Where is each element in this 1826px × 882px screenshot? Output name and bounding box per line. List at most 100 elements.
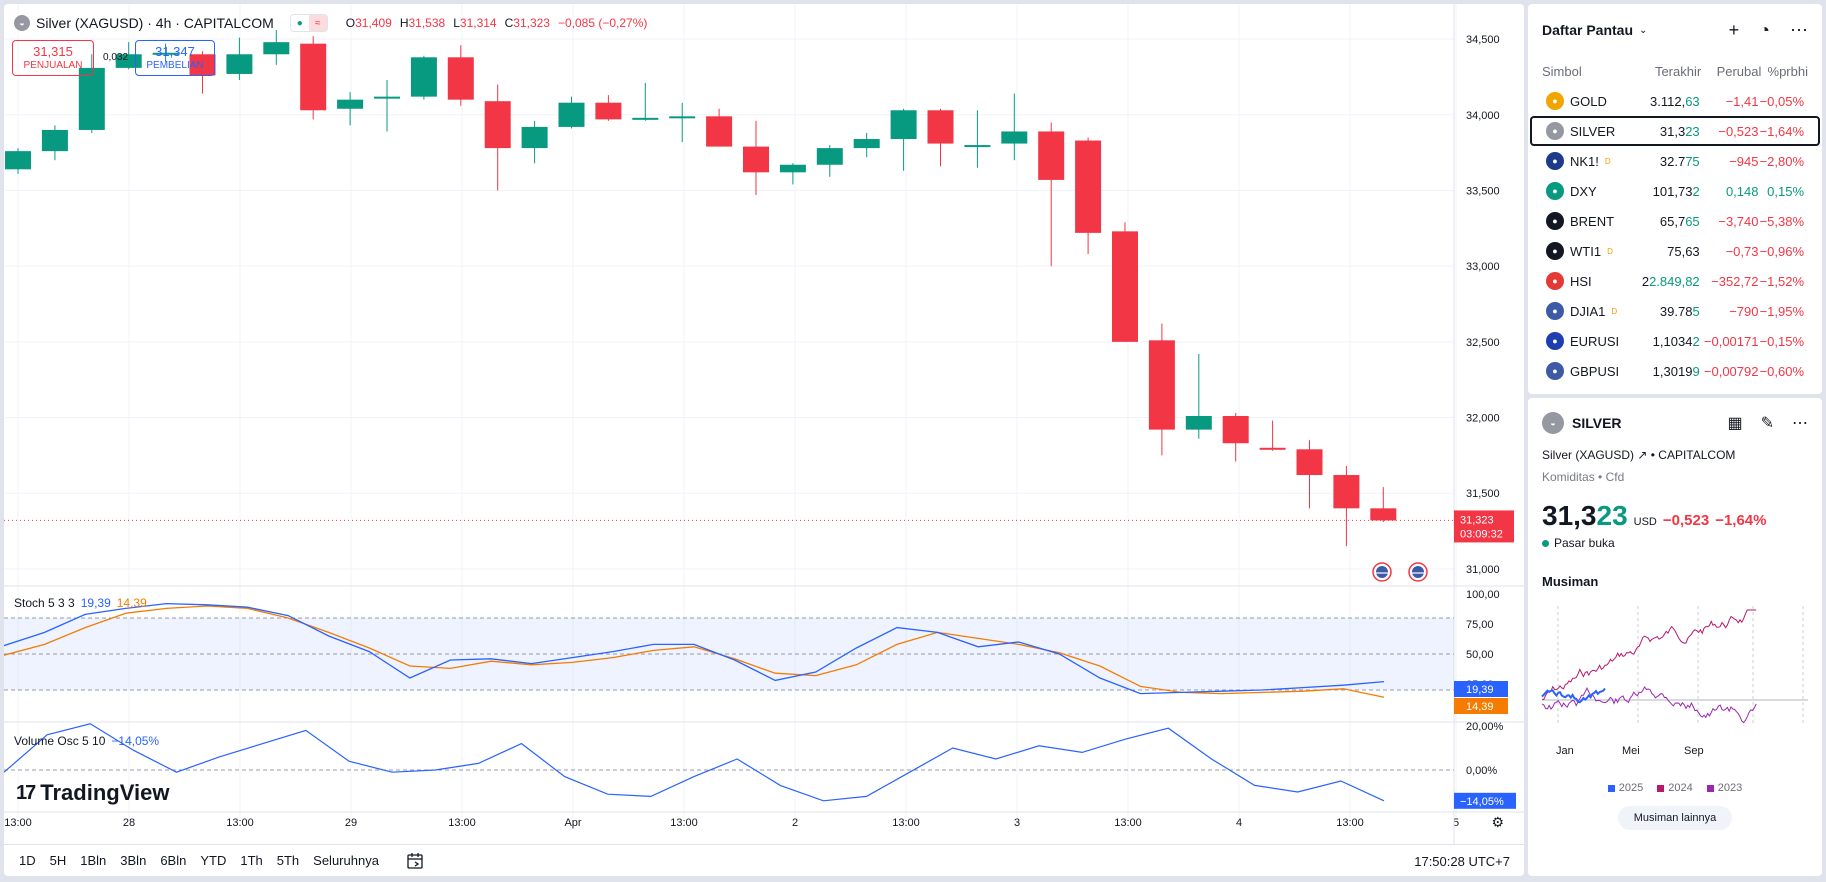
row-change-pct: −1,95%	[1759, 303, 1805, 319]
chevron-down-icon[interactable]: ⌄	[1639, 24, 1648, 36]
candle-body	[1259, 447, 1286, 450]
more-options-icon[interactable]: ⋯	[1790, 19, 1808, 40]
candle-body	[1075, 140, 1102, 233]
details-symbol[interactable]: SILVER	[1572, 415, 1622, 431]
details-header: ◒ SILVER ▦ ✎ ⋯	[1528, 398, 1822, 448]
add-symbol-icon[interactable]: +	[1728, 19, 1740, 40]
row-change-pct: −1,64%	[1759, 123, 1805, 139]
candle-body	[964, 145, 991, 148]
settings-icon[interactable]: ⚙	[1491, 814, 1504, 830]
candle-body	[1185, 416, 1212, 430]
col-change-pct[interactable]: %prbhi	[1767, 63, 1808, 79]
tradingview-logo[interactable]: 17 TradingView	[16, 780, 169, 806]
range-button-1bln[interactable]: 1Bln	[73, 853, 113, 868]
row-last: 1,30199	[1652, 363, 1700, 379]
more-options-icon[interactable]: ⋯	[1792, 415, 1808, 432]
range-button-5th[interactable]: 5Th	[270, 853, 306, 868]
price-axis-label: 34,000	[1466, 110, 1500, 122]
row-change: −352,72	[1711, 273, 1759, 289]
row-change-pct: −0,60%	[1759, 363, 1805, 379]
ohlc-c: C31,323	[504, 16, 550, 30]
sell-button[interactable]: 31,315 PENJUALAN	[12, 40, 94, 76]
candle-body	[152, 52, 179, 55]
watchlist-row-eurusi[interactable]: ● EURUSI 1,10342 −0,00171 −0,15%	[1530, 326, 1820, 356]
season-legend-2025[interactable]: 2025	[1607, 782, 1643, 794]
range-button-ytd[interactable]: YTD	[193, 853, 233, 868]
details-category-line: Komiditas • Cfd	[1528, 470, 1822, 484]
watchlist-row-silver[interactable]: ● SILVER 31,323 −0,523 −1,64%	[1530, 116, 1820, 146]
watchlist-row-djia1[interactable]: ● DJIA1 D 39.785 −790 −1,95%	[1530, 296, 1820, 326]
hsi-icon: ●	[1546, 272, 1564, 290]
wave-icon: ≈	[308, 15, 327, 31]
edit-icon[interactable]: ✎	[1760, 415, 1774, 432]
candle-body	[1296, 449, 1323, 476]
watchlist-row-brent[interactable]: ● BRENT 65,765 −3,740 −5,38%	[1530, 206, 1820, 236]
clock-timezone[interactable]: 17:50:28 UTC+7	[1414, 854, 1510, 869]
details-name[interactable]: Silver (XAGUSD)	[1542, 448, 1635, 462]
row-change-pct: −0,96%	[1759, 243, 1805, 259]
range-button-3bln[interactable]: 3Bln	[113, 853, 153, 868]
tradingview-logo-icon: 17	[16, 781, 36, 804]
calendar-goto-icon[interactable]	[406, 852, 424, 870]
watchlist-row-wti1[interactable]: ● WTI1 D 75,63 −0,73 −0,96%	[1530, 236, 1820, 266]
sell-label: PENJUALAN	[23, 60, 83, 71]
col-symbol[interactable]: Simbol	[1542, 63, 1582, 79]
buy-price: 31,347	[155, 44, 195, 59]
time-axis-label: 2	[792, 817, 798, 829]
last-price-value: 31,323	[1460, 514, 1494, 526]
status-dot-icon	[1542, 539, 1549, 547]
advanced-view-icon[interactable]: ◔	[1759, 19, 1770, 40]
candle-body	[779, 164, 806, 173]
range-button-seluruhnya[interactable]: Seluruhnya	[306, 853, 386, 868]
watchlist-title[interactable]: Daftar Pantau	[1542, 22, 1634, 38]
grid-icon[interactable]: ▦	[1727, 415, 1743, 432]
separator-dot: •	[1650, 448, 1655, 462]
candle-body	[1148, 340, 1175, 430]
row-change-pct: −1,52%	[1759, 273, 1805, 289]
col-change[interactable]: Perubal	[1716, 63, 1762, 79]
row-last: 32.775	[1659, 153, 1700, 169]
logo-text: TradingView	[40, 780, 170, 805]
time-axis-label: 13:00	[448, 817, 476, 829]
row-change: −945	[1729, 153, 1759, 169]
col-last[interactable]: Terakhir	[1654, 63, 1702, 79]
chart-panel[interactable]: 34,500 34,000 33,500 33,000 32,500 32,000 31,5…	[4, 4, 1524, 876]
watchlist-row-gbpusi[interactable]: ● GBPUSI 1,30199 −0,00792 −0,60%	[1530, 356, 1820, 386]
details-type: Cfd	[1605, 470, 1625, 484]
symbol-title[interactable]: Silver (XAGUSD) · 4h · CAPITALCOM	[36, 15, 274, 31]
watchlist-row-nk1![interactable]: ● NK1! D 32.775 −945 −2,80%	[1530, 146, 1820, 176]
stoch-legend[interactable]: Stoch 5 3 3 19,39 14,39	[14, 596, 147, 610]
range-button-6bln[interactable]: 6Bln	[153, 853, 193, 868]
candle-body	[890, 110, 917, 140]
market-status-toggle[interactable]: ● ≈	[289, 14, 328, 32]
symbol-legend: ◒ Silver (XAGUSD) · 4h · CAPITALCOM ● ≈ …	[14, 14, 647, 32]
more-seasonals-button[interactable]: Musiman lainnya	[1618, 806, 1732, 830]
seasonals-title[interactable]: Musiman	[1542, 574, 1599, 589]
season-legend-2023[interactable]: 2023	[1706, 782, 1742, 794]
time-axis-label: 29	[345, 817, 357, 829]
season-legend-2024[interactable]: 2024	[1657, 782, 1693, 794]
external-link-icon[interactable]: ↗	[1637, 448, 1651, 462]
range-button-5h[interactable]: 5H	[43, 853, 74, 868]
watchlist-row-hsi[interactable]: ● HSI 22.849,82 −352,72 −1,52%	[1530, 266, 1820, 296]
row-change: 0,148	[1725, 183, 1759, 199]
watchlist-rows: ● GOLD 3.112,63 −1,41 −0,05% ● SILVER 31,323 −0,…	[1528, 86, 1822, 386]
range-button-1th[interactable]: 1Th	[233, 853, 269, 868]
chart-canvas[interactable]: 34,500 34,000 33,500 33,000 32,500 32,000 31,5…	[4, 4, 1524, 844]
watchlist-row-dxy[interactable]: ● DXY 101,732 0,148 0,15%	[1530, 176, 1820, 206]
details-name-line: Silver (XAGUSD) ↗ • CAPITALCOM	[1528, 448, 1822, 462]
range-button-1d[interactable]: 1D	[12, 853, 43, 868]
row-change: −790	[1729, 303, 1759, 319]
economic-event-icon	[1408, 562, 1428, 582]
time-axis-label: 28	[123, 817, 135, 829]
seasonals-legend: 2025 2024 2023	[1528, 782, 1822, 794]
details-exchange: CAPITALCOM	[1658, 448, 1736, 462]
bottom-toolbar: 1D 5H 1Bln 3Bln 6Bln YTD 1Th 5Th Seluruhnya 17:5…	[4, 844, 1524, 876]
volume-osc-name: Volume Osc 5 10	[14, 734, 106, 748]
volume-osc-legend[interactable]: Volume Osc 5 10 −14,05%	[14, 734, 159, 748]
watchlist-row-gold[interactable]: ● GOLD 3.112,63 −1,41 −0,05%	[1530, 86, 1820, 116]
time-axis-label: 13:00	[4, 817, 32, 829]
buy-button[interactable]: 31,347 PEMBELIAN	[135, 40, 215, 76]
seasonals-chart[interactable]: Jan Mei Sep	[1528, 606, 1822, 776]
